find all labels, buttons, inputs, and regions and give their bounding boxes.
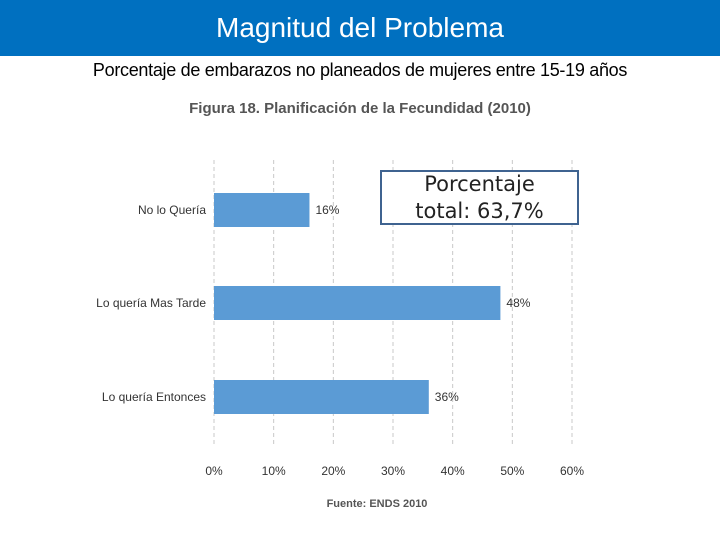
chart-title: Figura 18. Planificación de la Fecundida…: [189, 100, 531, 117]
slide-title: Magnitud del Problema: [216, 12, 504, 43]
slide-subtitle: Porcentaje de embarazos no planeados de …: [92, 60, 628, 80]
chart-source: Fuente: ENDS 2010: [326, 498, 428, 510]
category-label: No lo Quería: [138, 203, 206, 217]
x-tick-label: 50%: [500, 464, 524, 478]
x-tick-label: 30%: [381, 464, 405, 478]
bar: [214, 286, 501, 320]
category-label: Lo quería Entonces: [102, 390, 206, 404]
bar: [214, 380, 429, 414]
data-label: 16%: [315, 203, 339, 217]
x-tick-label: 60%: [560, 464, 584, 478]
x-tick-label: 20%: [321, 464, 345, 478]
x-tick-label: 10%: [262, 464, 286, 478]
data-label: 48%: [506, 296, 530, 310]
slide-title-bar: Magnitud del Problema: [0, 0, 720, 56]
callout-line-1: Porcentaje: [424, 171, 535, 196]
category-label: Lo quería Mas Tarde: [96, 296, 206, 310]
data-label: 36%: [435, 390, 459, 404]
x-tick-label: 0%: [205, 464, 223, 478]
bar: [214, 193, 310, 227]
x-tick-label: 40%: [441, 464, 465, 478]
callout-line-2: total: 63,7%: [415, 198, 544, 223]
total-percentage-callout: Porcentaje total: 63,7%: [380, 170, 579, 225]
